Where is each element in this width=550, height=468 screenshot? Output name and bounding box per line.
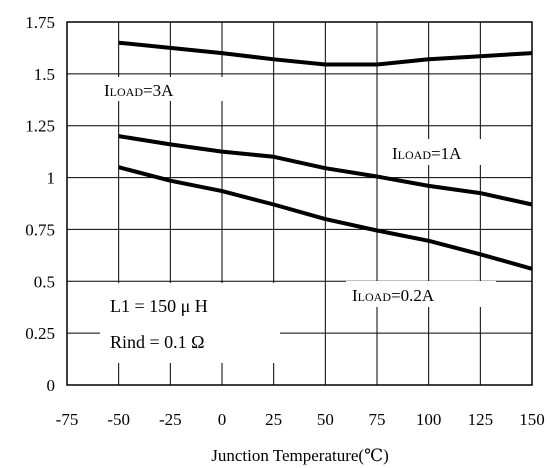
x-axis-title: Junction Temperature(℃): [211, 446, 389, 465]
series-label-02a: ILOAD=0.2A: [346, 281, 496, 307]
series-line-1: [118, 134, 533, 207]
x-tick-label-2: -25: [159, 410, 182, 429]
annotation-resistance: Rind = 0.1 Ω: [110, 332, 205, 352]
x-tick-label-7: 100: [416, 410, 442, 429]
series-label-3a-value: =3A: [143, 81, 174, 100]
x-tick-label-9: 150: [519, 410, 545, 429]
series-label-3a-sub: LOAD: [110, 85, 144, 99]
series-line-0: [118, 40, 533, 67]
x-axis-ticks: -75 -50 -25 0 25 50 75 100 125 150: [56, 410, 545, 429]
series-label-3a-prefix: I: [104, 81, 110, 100]
x-tick-label-3: 0: [218, 410, 227, 429]
x-tick-label-6: 75: [369, 410, 386, 429]
y-tick-label-5: 1.25: [25, 117, 55, 136]
svg-text:ILOAD=3A: ILOAD=3A: [104, 81, 174, 100]
y-tick-label-3: 0.75: [25, 220, 55, 239]
y-axis-ticks: 0 0.25 0.5 0.75 1 1.25 1.5 1.75: [25, 13, 55, 395]
series-label-1a-value: =1A: [431, 144, 462, 163]
series-label-02a-prefix: I: [352, 286, 358, 305]
grid: [67, 22, 532, 385]
x-tick-label-1: -50: [107, 410, 130, 429]
series-lines: [118, 40, 533, 271]
series-label-3a: ILOAD=3A: [100, 77, 230, 101]
y-tick-label-4: 1: [47, 169, 56, 188]
y-tick-label-6: 1.5: [34, 65, 55, 84]
series-label-1a-sub: LOAD: [398, 148, 432, 162]
annotation-inductance: L1 = 150 μ H: [110, 296, 208, 316]
series-label-1a-prefix: I: [392, 144, 398, 163]
x-tick-label-4: 25: [265, 410, 282, 429]
plot-frame: [66, 21, 533, 386]
x-tick-label-0: -75: [56, 410, 79, 429]
series-label-02a-value: =0.2A: [391, 286, 435, 305]
svg-text:ILOAD=1A: ILOAD=1A: [392, 144, 462, 163]
series-label-02a-sub: LOAD: [358, 290, 392, 304]
x-tick-label-8: 125: [468, 410, 494, 429]
annotation-box: L1 = 150 μ H Rind = 0.1 Ω: [100, 283, 280, 363]
y-tick-label-7: 1.75: [25, 13, 55, 32]
y-tick-label-2: 0.5: [34, 272, 55, 291]
y-tick-label-1: 0.25: [25, 324, 55, 343]
series-label-1a: ILOAD=1A: [382, 139, 510, 165]
x-tick-label-5: 50: [317, 410, 334, 429]
y-tick-label-0: 0: [47, 376, 56, 395]
svg-text:ILOAD=0.2A: ILOAD=0.2A: [352, 286, 435, 305]
series-line-2: [118, 165, 533, 271]
